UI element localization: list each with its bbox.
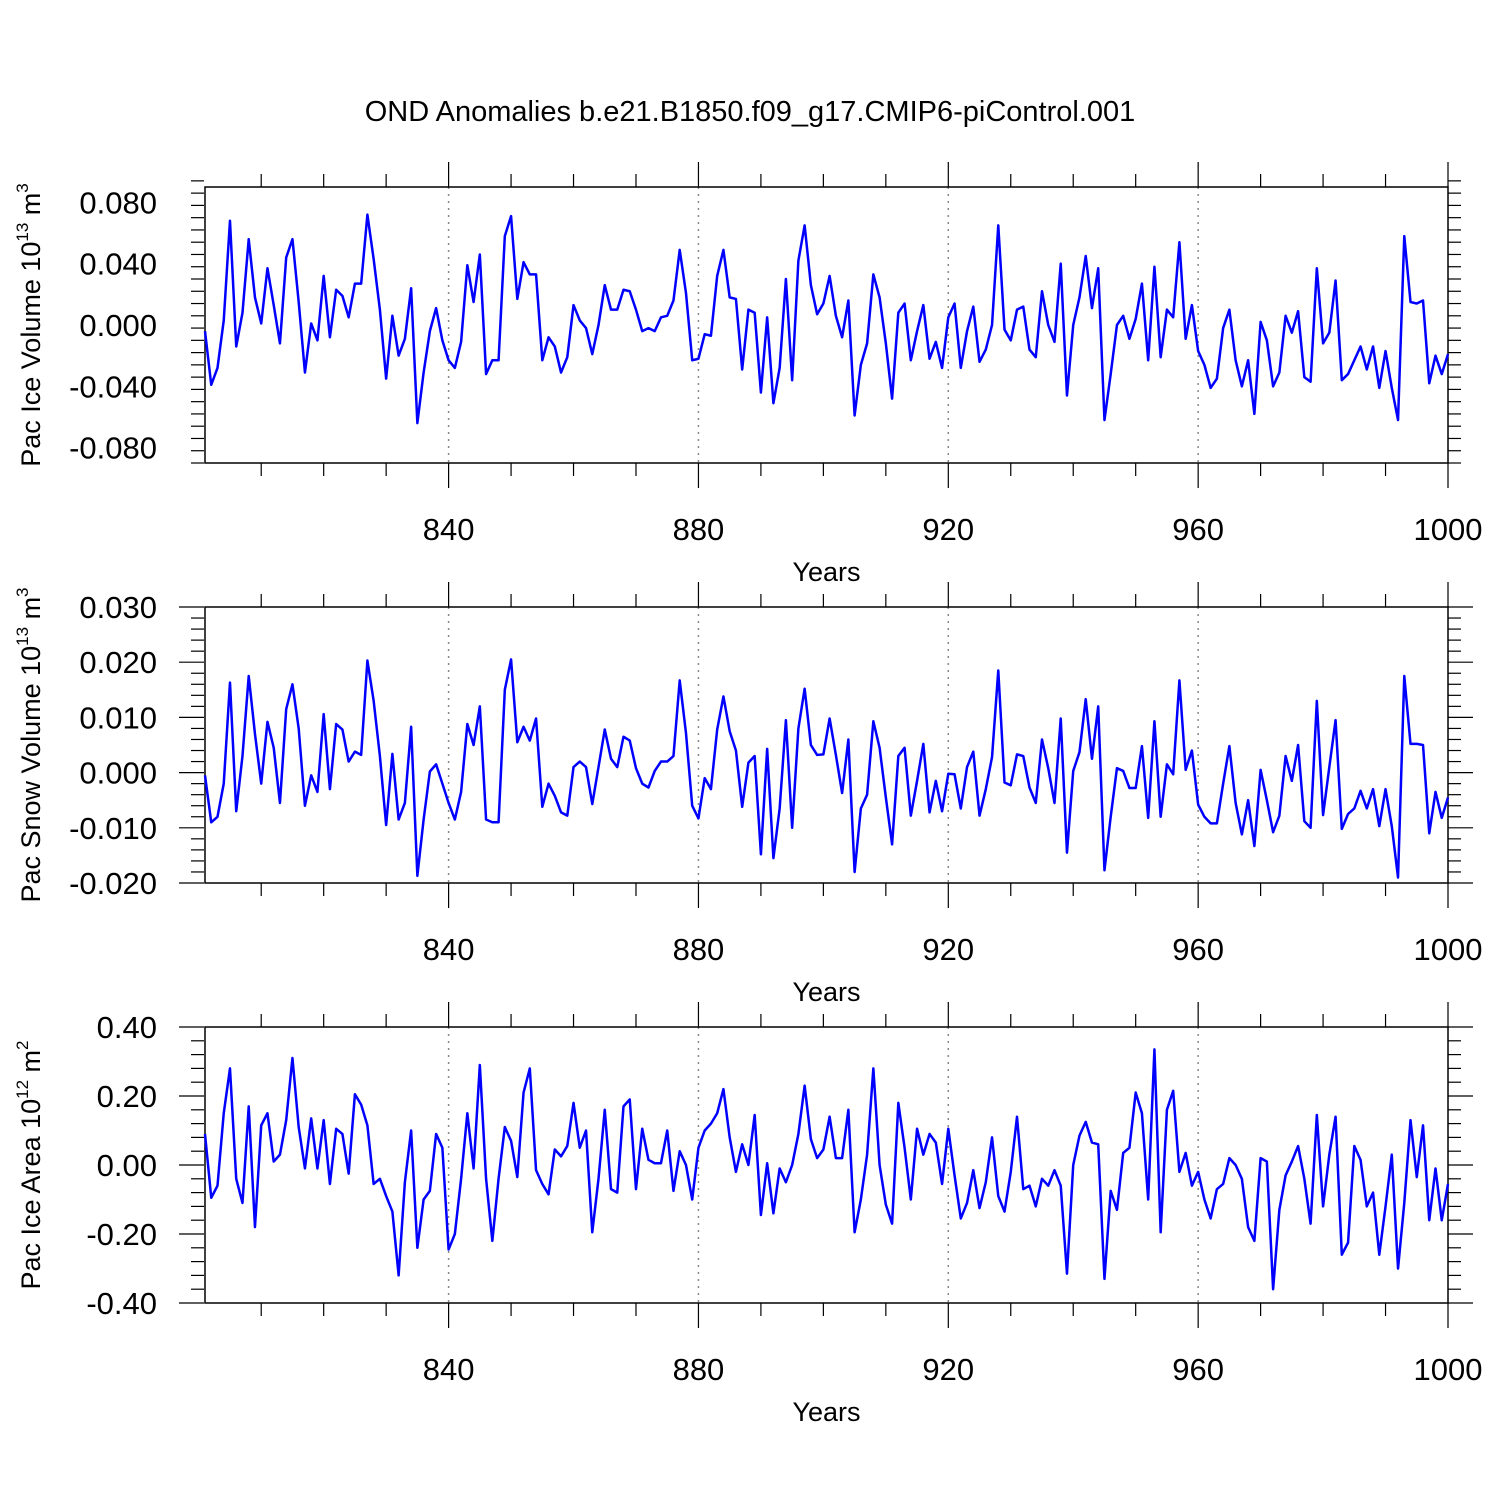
- x-tick-label: 880: [673, 932, 725, 967]
- pac-ice-area-panel: -0.40 -0.20 0.00 0.20 0.40 840 880 920 960 1000 Ye…: [13, 1002, 1482, 1427]
- x-tick-label: 880: [673, 1352, 725, 1387]
- x-tick-label: 960: [1172, 512, 1224, 547]
- y-tick-label: 0.00: [97, 1148, 157, 1183]
- x-tick-label: 920: [922, 932, 974, 967]
- y-tick-label: 0.030: [79, 590, 157, 625]
- x-tick-label: 960: [1172, 1352, 1224, 1387]
- plot-frame: [204, 186, 1449, 464]
- y-axis-label-exponent: 3: [13, 183, 32, 192]
- plot-frame: [204, 1026, 1449, 1304]
- x-tick-label: 1000: [1414, 932, 1483, 967]
- y-tick-label: 0.000: [79, 756, 157, 791]
- y-tick-label: 0.080: [79, 185, 157, 220]
- x-tick-label: 1000: [1414, 512, 1483, 547]
- y-axis-label-exponent: 3: [13, 587, 32, 596]
- x-tick-label: 840: [423, 512, 475, 547]
- pac-ice-volume-panel: -0.080 -0.040 0.000 0.040 0.080 840 880 920 960 1…: [13, 162, 1482, 587]
- y-axis-label-text: m: [16, 597, 46, 627]
- y-axis-label-text: m: [16, 193, 46, 223]
- y-tick-label: 0.020: [79, 645, 157, 680]
- x-axis-label: Years: [792, 977, 860, 1007]
- figure-title: OND Anomalies b.e21.B1850.f09_g17.CMIP6-…: [364, 96, 1136, 128]
- y-tick-label: -0.040: [69, 369, 157, 404]
- pac-ice-area-series-line: [203, 1048, 1450, 1291]
- y-axis-label: Pac Snow Volume 1013 m3: [13, 587, 46, 902]
- x-tick-label: 920: [922, 1352, 974, 1387]
- x-tick-label: 920: [922, 512, 974, 547]
- x-tick-label: 960: [1172, 932, 1224, 967]
- x-axis-label: Years: [792, 557, 860, 587]
- x-tick-label: 1000: [1414, 1352, 1483, 1387]
- y-axis-label-text: Pac Ice Volume 10: [16, 242, 46, 467]
- y-tick-label: -0.010: [69, 811, 157, 846]
- y-tick-label: -0.40: [86, 1286, 157, 1321]
- pac-snow-volume-series-line: [203, 658, 1450, 879]
- y-axis-label-exponent: 2: [13, 1040, 32, 1049]
- y-tick-label: 0.010: [79, 700, 157, 735]
- y-tick-label: 0.000: [79, 308, 157, 343]
- y-axis-label: Pac Ice Area 1012 m2: [13, 1040, 46, 1289]
- y-tick-label: 0.20: [97, 1079, 157, 1114]
- pac-snow-volume-panel: -0.020 -0.010 0.000 0.010 0.020 0.030 840 880 92…: [13, 582, 1482, 1007]
- pac-ice-volume-series-line: [203, 213, 1450, 425]
- y-axis-label: Pac Ice Volume 1013 m3: [13, 183, 46, 467]
- x-tick-label: 840: [423, 1352, 475, 1387]
- x-tick-label: 840: [423, 932, 475, 967]
- y-axis-label-text: m: [16, 1050, 46, 1080]
- plot-frame: [204, 606, 1449, 884]
- y-axis-label-exponent: 13: [13, 627, 32, 646]
- x-tick-label: 880: [673, 512, 725, 547]
- y-axis-label-exponent: 12: [13, 1080, 32, 1099]
- y-tick-label: -0.020: [69, 866, 157, 901]
- y-tick-label: 0.040: [79, 247, 157, 282]
- y-tick-label: 0.40: [97, 1010, 157, 1045]
- y-tick-label: -0.20: [86, 1217, 157, 1252]
- y-axis-label-exponent: 13: [13, 223, 32, 242]
- x-axis-label: Years: [792, 1397, 860, 1427]
- y-tick-label: -0.080: [69, 431, 157, 466]
- y-axis-label-text: Pac Snow Volume 10: [16, 646, 46, 903]
- y-axis-label-text: Pac Ice Area 10: [16, 1099, 46, 1290]
